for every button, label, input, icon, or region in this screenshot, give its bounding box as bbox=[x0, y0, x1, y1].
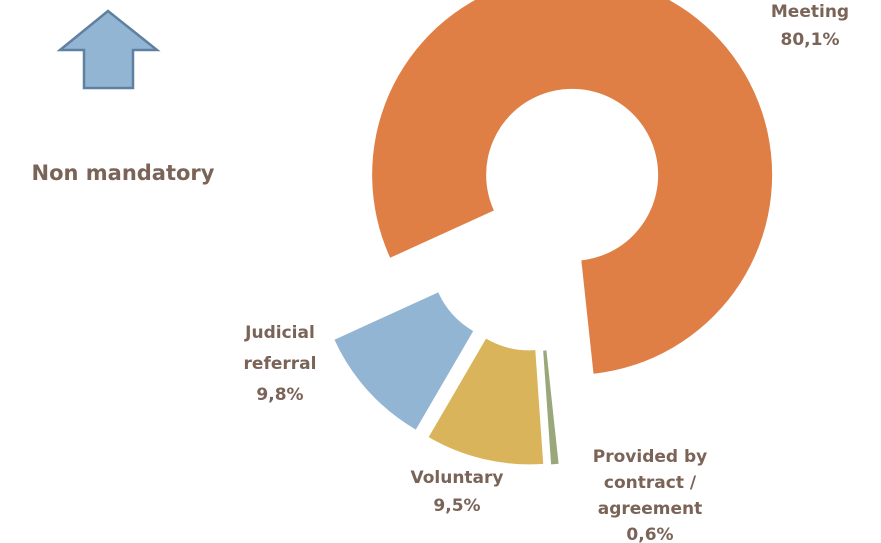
value-label: 0,6% bbox=[626, 525, 673, 543]
category-label: Meeting bbox=[771, 2, 849, 22]
category-label: Voluntary bbox=[410, 468, 503, 488]
arrow-icon bbox=[56, 9, 161, 90]
donut-slice bbox=[372, 0, 773, 374]
value-label: 9,5% bbox=[433, 496, 480, 516]
category-label: Provided by contract / agreement bbox=[593, 447, 707, 519]
donut-slice bbox=[543, 350, 559, 465]
value-label: 9,8% bbox=[256, 385, 303, 405]
donut-slice bbox=[428, 338, 544, 465]
annotation: Non mandatory bbox=[32, 161, 215, 185]
value-label: 80,1% bbox=[781, 30, 840, 50]
category-label: Judicial referral bbox=[244, 323, 317, 374]
donut-slice bbox=[334, 292, 474, 430]
